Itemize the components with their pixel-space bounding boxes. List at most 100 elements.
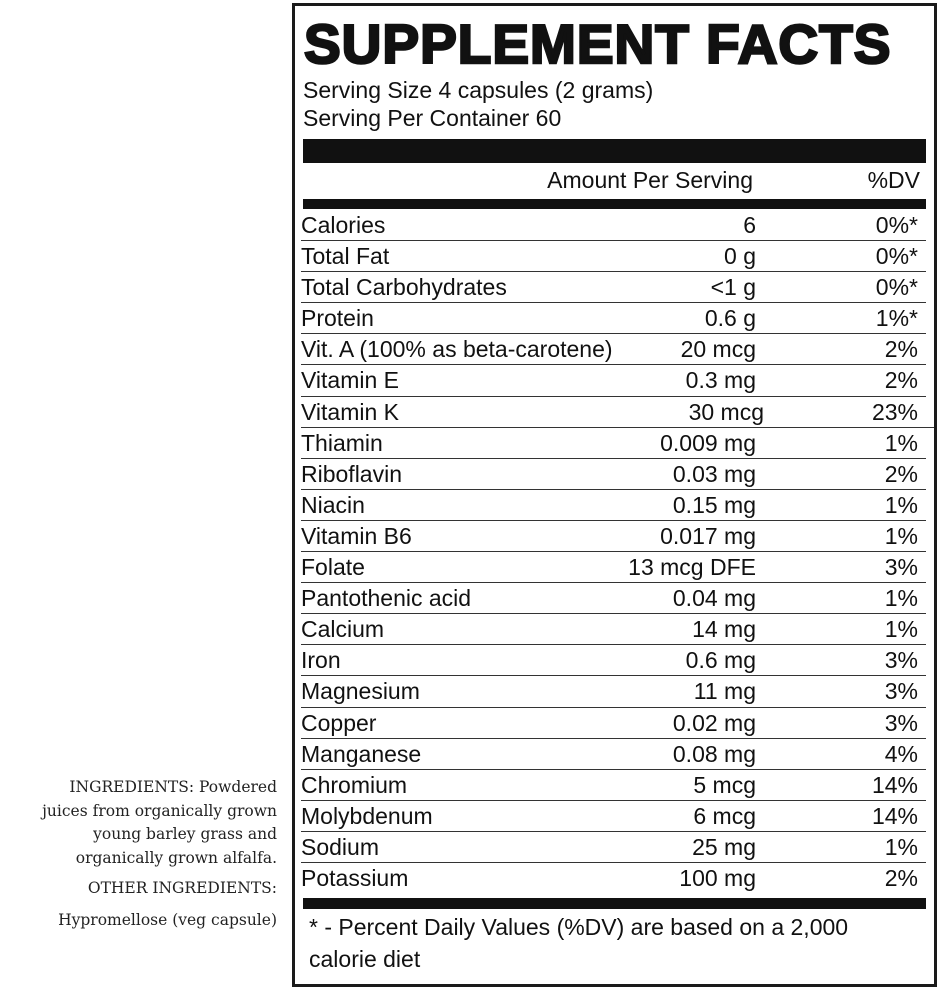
nutrient-dv: 2% — [884, 460, 918, 487]
nutrient-dv: 0%* — [875, 212, 918, 238]
nutrient-amount: 0.3 mg — [685, 367, 756, 394]
nutrient-row: Calories 6 0%* — [301, 210, 926, 242]
footnote: * - Percent Daily Values (%DV) are based… — [309, 914, 849, 972]
nutrient-amount: 5 mcg — [693, 771, 756, 798]
nutrient-row: Vitamin K 30 mcg 23% — [301, 397, 934, 428]
nutrient-dv: 1% — [884, 585, 918, 612]
nutrient-amount: 0.017 mg — [660, 522, 756, 549]
nutrient-name: Total Carbohydrates — [301, 274, 507, 301]
nutrient-dv: 1% — [884, 616, 918, 643]
nutrient-amount: 30 mcg — [688, 398, 764, 425]
nutrient-row: Copper 0.02 mg 3% — [301, 708, 926, 739]
serving-size: Serving Size 4 capsules (2 grams) — [303, 77, 654, 103]
nutrient-name: Vit. A (100% as beta-carotene) — [301, 336, 613, 363]
nutrient-name: Riboflavin — [301, 460, 402, 487]
nutrient-amount: 11 mg — [693, 678, 756, 705]
divider-bar — [303, 898, 926, 909]
nutrient-dv: 1% — [884, 833, 918, 860]
nutrient-row: Folate 13 mcg DFE 3% — [301, 552, 926, 584]
nutrient-name: Iron — [301, 647, 341, 674]
nutrient-amount: 0.04 mg — [672, 585, 756, 612]
nutrient-amount: 0.6 g — [704, 305, 756, 332]
nutrient-name: Potassium — [301, 864, 409, 891]
nutrient-name: Calories — [301, 212, 386, 238]
serving-info: Serving Size 4 capsules (2 grams) Servin… — [303, 76, 653, 132]
nutrient-row: Molybdenum 6 mcg 14% — [301, 801, 926, 832]
nutrient-dv: 0%* — [875, 243, 918, 270]
nutrient-dv: 3% — [884, 647, 918, 674]
other-ingredients-text: Hypromellose (veg capsule) — [58, 910, 277, 929]
ingredients-block: INGREDIENTS: Powdered juices from organi… — [0, 776, 277, 932]
nutrient-row: Vitamin B6 0.017 mg 1% — [301, 521, 926, 553]
nutrient-amount: 0.03 mg — [672, 460, 756, 487]
nutrient-amount: 20 mcg — [680, 336, 756, 363]
nutrient-dv: 1%* — [875, 305, 918, 332]
column-header: Amount Per Serving %DV — [303, 167, 920, 197]
nutrient-name: Molybdenum — [301, 802, 433, 829]
supplement-facts-panel: SUPPLEMENT FACTS Serving Size 4 capsules… — [292, 3, 937, 987]
nutrient-dv: 14% — [871, 771, 918, 798]
panel-title: SUPPLEMENT FACTS — [303, 12, 892, 77]
nutrient-dv: 23% — [871, 398, 918, 425]
nutrient-dv: 3% — [884, 709, 918, 736]
nutrient-row: Protein 0.6 g 1%* — [301, 303, 926, 335]
nutrient-dv: 1% — [884, 522, 918, 549]
nutrient-amount: 0 g — [724, 243, 756, 270]
nutrient-amount: <1 g — [710, 274, 756, 301]
other-ingredients-label: OTHER INGREDIENTS: — [87, 879, 277, 897]
nutrient-dv: 4% — [884, 740, 918, 767]
nutrient-row: Vitamin E 0.3 mg 2% — [301, 365, 926, 397]
nutrient-amount: 0.15 mg — [672, 491, 756, 518]
nutrient-name: Vitamin E — [301, 367, 400, 394]
nutrient-name: Pantothenic acid — [301, 585, 472, 612]
nutrient-dv: 2% — [884, 336, 918, 363]
nutrient-row: Niacin 0.15 mg 1% — [301, 490, 926, 521]
nutrient-amount: 14 mg — [692, 616, 756, 643]
nutrient-row: Total Fat 0 g 0%* — [301, 241, 926, 273]
servings-per-container: Serving Per Container 60 — [303, 105, 562, 131]
ingredients-line: young barley grass and — [93, 825, 277, 843]
divider-bar — [303, 199, 926, 209]
nutrient-name: Niacin — [301, 491, 365, 518]
nutrient-name: Calcium — [301, 616, 385, 643]
nutrient-row: Thiamin 0.009 mg 1% — [301, 428, 926, 459]
nutrient-row: Vit. A (100% as beta-carotene) 20 mcg 2% — [301, 334, 926, 366]
nutrient-name: Copper — [301, 709, 377, 736]
nutrient-dv: 2% — [884, 367, 918, 394]
nutrient-name: Vitamin B6 — [301, 522, 412, 549]
nutrient-row: Pantothenic acid 0.04 mg 1% — [301, 583, 926, 615]
nutrient-name: Protein — [301, 305, 374, 332]
nutrient-row: Iron 0.6 mg 3% — [301, 645, 926, 677]
nutrient-row: Calcium 14 mg 1% — [301, 614, 926, 646]
nutrient-dv: 0%* — [875, 274, 918, 301]
dv-header: %DV — [867, 167, 920, 193]
nutrient-amount: 0.6 mg — [685, 647, 756, 674]
amount-header: Amount Per Serving — [547, 167, 753, 193]
nutrient-amount: 25 mg — [692, 833, 756, 860]
nutrient-amount: 0.009 mg — [660, 429, 756, 456]
nutrient-dv: 14% — [871, 802, 918, 829]
nutrient-row: Sodium 25 mg 1% — [301, 832, 926, 863]
nutrient-dv: 3% — [884, 554, 918, 581]
nutrient-amount: 6 mcg — [693, 802, 756, 829]
ingredients-line: juices from organically grown — [42, 801, 277, 820]
nutrient-name: Sodium — [301, 833, 379, 860]
nutrient-row: Total Carbohydrates <1 g 0%* — [301, 272, 926, 304]
nutrient-name: Thiamin — [301, 429, 383, 456]
divider-bar — [303, 139, 926, 163]
nutrient-amount: 6 — [743, 212, 756, 238]
nutrient-amount: 0.08 mg — [672, 740, 756, 767]
nutrient-dv: 1% — [884, 491, 918, 518]
nutrient-table: Calories 6 0%* Total Fat 0 g 0%* Total Carbohy… — [301, 210, 934, 894]
ingredients-line: organically grown alfalfa. — [75, 848, 277, 867]
nutrient-name: Vitamin K — [301, 398, 400, 425]
nutrient-dv: 3% — [884, 678, 918, 705]
nutrient-name: Magnesium — [301, 678, 420, 705]
nutrient-row: Manganese 0.08 mg 4% — [301, 739, 926, 770]
nutrient-name: Manganese — [301, 740, 422, 767]
ingredients-line: INGREDIENTS: Powdered — [69, 778, 277, 796]
nutrient-row: Chromium 5 mcg 14% — [301, 770, 926, 801]
nutrient-dv: 1% — [884, 429, 918, 456]
nutrient-name: Total Fat — [301, 243, 390, 270]
nutrient-row: Magnesium 11 mg 3% — [301, 676, 926, 708]
